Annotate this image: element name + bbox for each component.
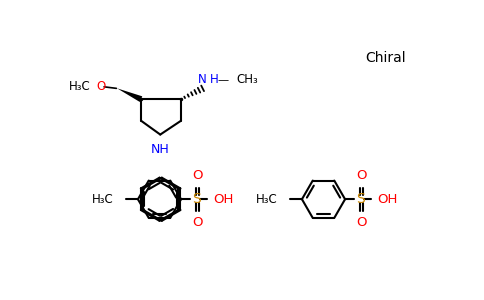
Text: Chiral: Chiral [365, 51, 406, 64]
Text: OH: OH [378, 193, 398, 206]
Text: O: O [192, 169, 202, 182]
Text: S: S [192, 192, 201, 206]
Text: NH: NH [151, 143, 170, 156]
Text: OH: OH [213, 193, 234, 206]
Text: CH₃: CH₃ [237, 74, 258, 86]
Text: N: N [198, 74, 207, 86]
Text: O: O [356, 216, 366, 229]
Text: O: O [356, 169, 366, 182]
Text: —: — [217, 75, 228, 85]
Text: H: H [211, 74, 219, 86]
Text: O: O [192, 216, 202, 229]
Text: H₃C: H₃C [92, 193, 114, 206]
Text: H₃C: H₃C [257, 193, 278, 206]
Polygon shape [117, 88, 142, 102]
Text: S: S [356, 192, 365, 206]
Text: H₃C: H₃C [69, 80, 91, 92]
Text: O: O [96, 80, 106, 92]
